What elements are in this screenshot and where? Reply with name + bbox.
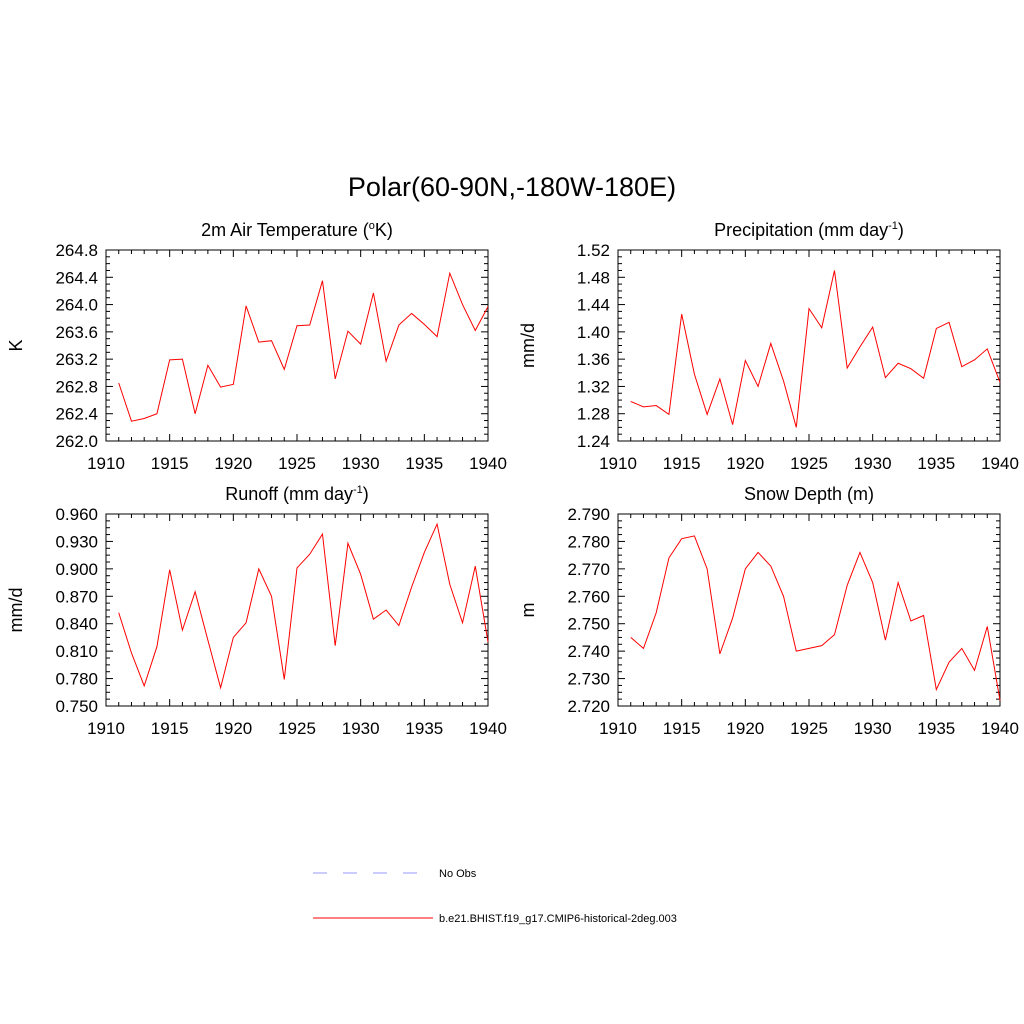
y-tick-label: 2.750	[567, 615, 610, 634]
y-tick-label: 0.930	[55, 532, 98, 551]
y-axis-label: K	[6, 339, 26, 351]
y-tick-label: 2.740	[567, 642, 610, 661]
legend-label-no-obs: No Obs	[439, 868, 477, 880]
panel-title-end: )	[898, 220, 904, 240]
x-tick-label: 1910	[87, 454, 125, 473]
y-axis-label: mm/d	[518, 323, 538, 368]
plot-frame	[617, 513, 1001, 707]
series-line	[630, 535, 1001, 701]
panel-title-superscript: -1	[353, 484, 363, 496]
x-tick-label: 1925	[790, 454, 828, 473]
panel-snow-depth: Snow Depth (m) m 1910 1915 1920 1925 1930 1935 1…	[518, 484, 1019, 738]
y-tick-label: 2.790	[567, 505, 610, 524]
y-tick-label: 1.52	[577, 241, 610, 260]
x-tick-label: 1930	[854, 454, 892, 473]
x-tick-label: 1915	[151, 454, 189, 473]
y-tick-label: 2.730	[567, 670, 610, 689]
x-tick-label: 1940	[981, 719, 1019, 738]
panel-title-superscript: o	[369, 220, 375, 232]
y-tick-label: 2.770	[567, 560, 610, 579]
y-tick-label: 0.960	[55, 505, 98, 524]
series-line	[630, 270, 1001, 428]
series-line	[118, 271, 489, 422]
page-title: Polar(60-90N,-180W-180E)	[348, 172, 676, 202]
y-tick-label: 0.780	[55, 670, 98, 689]
x-tick-label: 1935	[405, 719, 443, 738]
x-tick-label: 1935	[917, 719, 955, 738]
panel-title-end: )	[363, 484, 369, 504]
plot-frame	[617, 249, 1001, 442]
x-tick-label: 1910	[599, 454, 637, 473]
y-tick-label: 262.0	[55, 432, 98, 451]
panel-title-main: Precipitation (mm day	[714, 220, 888, 240]
x-tick-label: 1910	[599, 719, 637, 738]
y-tick-label: 2.760	[567, 587, 610, 606]
y-tick-label: 2.780	[567, 532, 610, 551]
y-tick-label: 263.2	[55, 350, 98, 369]
x-tick-label: 1925	[278, 454, 316, 473]
panel-runoff: Runoff (mm day-1) mm/d 1910 1915 1920 1925 193…	[6, 484, 507, 738]
x-tick-label: 1935	[917, 454, 955, 473]
y-tick-label: 1.28	[577, 405, 610, 424]
x-tick-label: 1920	[214, 454, 252, 473]
x-tick-label: 1935	[405, 454, 443, 473]
x-tick-label: 1915	[663, 719, 701, 738]
y-tick-label: 1.24	[577, 432, 610, 451]
x-tick-label: 1910	[87, 719, 125, 738]
y-tick-label: 0.870	[55, 587, 98, 606]
y-tick-label: 264.8	[55, 241, 98, 260]
y-tick-label: 0.840	[55, 615, 98, 634]
x-tick-label: 1930	[342, 719, 380, 738]
y-tick-label: 0.900	[55, 560, 98, 579]
y-tick-label: 1.32	[577, 377, 610, 396]
x-tick-label: 1925	[790, 719, 828, 738]
plot-frame	[105, 249, 489, 442]
legend-label-model: b.e21.BHIST.f19_g17.CMIP6-historical-2de…	[439, 913, 677, 925]
panel-precipitation: Precipitation (mm day-1) mm/d 1910 1915 1920…	[518, 220, 1019, 473]
panel-title: Snow Depth (m)	[744, 484, 874, 504]
y-tick-label: 263.6	[55, 323, 98, 342]
y-tick-label: 1.48	[577, 268, 610, 287]
x-tick-label: 1925	[278, 719, 316, 738]
x-tick-label: 1940	[469, 719, 507, 738]
y-tick-label: 1.40	[577, 323, 610, 342]
x-tick-label: 1920	[726, 719, 764, 738]
y-axis-label: mm/d	[6, 588, 26, 633]
y-axis-label: m	[518, 603, 538, 618]
y-tick-label: 0.750	[55, 697, 98, 716]
y-tick-label: 1.36	[577, 350, 610, 369]
y-tick-label: 262.4	[55, 405, 98, 424]
legend: No Obs b.e21.BHIST.f19_g17.CMIP6-histori…	[313, 868, 677, 925]
y-tick-label: 264.4	[55, 268, 98, 287]
panel-title-end: K)	[375, 220, 393, 240]
panel-title: Precipitation (mm day-1)	[714, 220, 904, 240]
x-tick-label: 1915	[151, 719, 189, 738]
x-tick-label: 1920	[726, 454, 764, 473]
panel-title-superscript: -1	[888, 220, 898, 232]
y-tick-label: 0.810	[55, 642, 98, 661]
x-tick-label: 1930	[342, 454, 380, 473]
panel-title: 2m Air Temperature (oK)	[201, 220, 393, 240]
series-line	[118, 522, 489, 690]
x-tick-label: 1940	[469, 454, 507, 473]
y-tick-label: 2.720	[567, 697, 610, 716]
panel-title-main: Snow Depth (m)	[744, 484, 874, 504]
y-tick-label: 262.8	[55, 377, 98, 396]
x-tick-label: 1920	[214, 719, 252, 738]
panel-title-main: Runoff (mm day	[225, 484, 353, 504]
y-tick-label: 1.44	[577, 296, 610, 315]
panel-title-main: 2m Air Temperature (	[201, 220, 369, 240]
x-tick-label: 1940	[981, 454, 1019, 473]
x-tick-label: 1930	[854, 719, 892, 738]
panel-air-temperature: 2m Air Temperature (oK) K 1910 1915 1920 1925…	[6, 220, 507, 473]
y-tick-label: 264.0	[55, 296, 98, 315]
panel-title: Runoff (mm day-1)	[225, 484, 369, 504]
x-tick-label: 1915	[663, 454, 701, 473]
